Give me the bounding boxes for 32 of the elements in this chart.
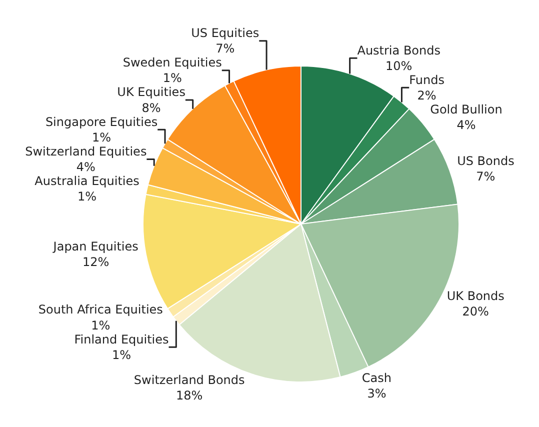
data-label: 2% — [417, 88, 436, 102]
slice-label: Switzerland Bonds — [134, 372, 245, 387]
data-label: 1% — [91, 318, 110, 332]
slice-label: US Equities — [191, 26, 260, 40]
slice-label: Finland Equities — [74, 332, 169, 346]
slice-label: Sweden Equities — [122, 56, 222, 70]
slice-label: US Bonds — [457, 154, 514, 168]
data-label: 1% — [112, 348, 132, 362]
slice-label: Funds — [409, 72, 444, 87]
data-label: 10% — [386, 58, 412, 73]
slice-label: Singapore Equities — [45, 114, 158, 129]
slice-label: Cash — [362, 370, 392, 385]
data-label: 4% — [76, 160, 96, 174]
data-label: 1% — [92, 130, 112, 144]
slice-label: Australia Equities — [34, 174, 140, 188]
slice-label: Gold Bullion — [430, 102, 502, 116]
slice-label: UK Equities — [117, 85, 186, 100]
data-label: 7% — [216, 42, 235, 56]
slice-label: Switzerland Equities — [25, 144, 147, 158]
data-label: 3% — [367, 386, 386, 401]
slice-label: Japan Equities — [52, 239, 138, 254]
data-label: 12% — [82, 254, 110, 269]
data-label: 1% — [78, 190, 97, 204]
slice-label: UK Bonds — [446, 288, 504, 303]
data-label: 8% — [142, 100, 161, 115]
data-label: 18% — [176, 388, 203, 402]
data-label: 1% — [162, 71, 182, 86]
data-label: 4% — [456, 118, 476, 132]
slice-label: South Africa Equities — [38, 302, 163, 317]
data-label: 20% — [462, 304, 489, 318]
data-label: 7% — [476, 170, 496, 184]
slice-label: Austria Bonds — [357, 43, 440, 58]
